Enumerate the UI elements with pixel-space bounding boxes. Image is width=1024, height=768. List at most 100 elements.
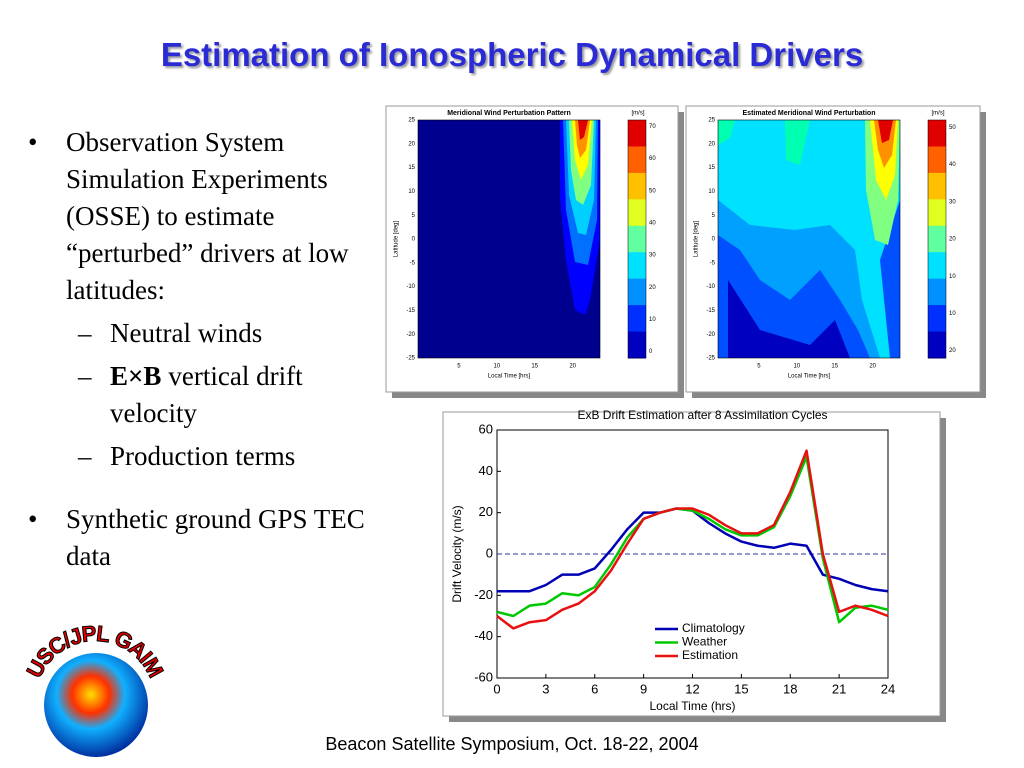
plot-border <box>717 119 901 359</box>
colorbar-segment <box>628 252 646 280</box>
x-tick-label: 9 <box>640 681 647 696</box>
y-tick-label: 0 <box>486 545 493 560</box>
y-tick-label: -15 <box>406 308 415 314</box>
y-tick-label: -20 <box>474 587 493 602</box>
colorbar-tick-label: 30 <box>649 253 656 259</box>
x-tick-label: 20 <box>569 364 576 370</box>
y-tick-label: -20 <box>706 332 715 338</box>
colorbar-segment <box>628 146 646 174</box>
footer: Beacon Satellite Symposium, Oct. 18-22, … <box>325 734 699 754</box>
colorbar-tick-label: 70 <box>649 124 656 130</box>
y-tick-label: 60 <box>479 421 493 436</box>
x-tick-label: 10 <box>493 364 500 370</box>
y-tick-label: 5 <box>712 213 716 219</box>
y-tick-label: 25 <box>408 118 415 124</box>
x-tick-label: 5 <box>457 364 461 370</box>
y-tick-label: 25 <box>708 118 715 124</box>
colorbar-segment <box>628 225 646 253</box>
x-tick-label: 3 <box>542 681 549 696</box>
y-tick-label: -10 <box>406 284 415 290</box>
colorbar-tick-label: 10 <box>949 311 956 317</box>
x-tick-label: 24 <box>881 681 895 696</box>
x-tick-label: 5 <box>757 364 761 370</box>
colorbar-border <box>627 119 647 359</box>
colorbar-segment <box>628 120 646 147</box>
bullet-list: Observation System Simulation Experiment… <box>28 124 373 575</box>
y-axis-label: Drift Velocity (m/s) <box>450 505 464 602</box>
x-axis-label: Local Time [hrs] <box>488 374 531 380</box>
colorbar-tick-label: 20 <box>949 237 956 243</box>
colorbar-tick-label: 10 <box>949 274 956 280</box>
x-tick-label: 21 <box>832 681 846 696</box>
unit-label: [m/s] <box>932 111 945 117</box>
y-tick-label: 15 <box>408 165 415 171</box>
colorbar-tick-label: 0 <box>649 349 653 355</box>
colorbar-border <box>927 119 947 359</box>
colorbar-segment <box>628 305 646 333</box>
contour-field <box>718 120 900 358</box>
chart-title: ExB Drift Estimation after 8 Assimilatio… <box>577 408 827 422</box>
y-tick-label: 40 <box>479 463 493 478</box>
y-tick-label: 5 <box>412 213 416 219</box>
colorbar-segment <box>928 278 946 306</box>
panel-title: Meridional Wind Perturbation Pattern <box>447 110 571 117</box>
x-tick-label: 15 <box>831 364 838 370</box>
panel-title: Estimated Meridional Wind Perturbation <box>743 110 876 117</box>
y-tick-label: -5 <box>410 260 416 266</box>
bullet: Synthetic ground GPS TEC data <box>28 501 373 575</box>
x-tick-label: 15 <box>531 364 538 370</box>
colorbar-segment <box>928 199 946 227</box>
colorbar-tick-label: 10 <box>649 317 656 323</box>
sub-bullet: Neutral winds <box>28 315 373 352</box>
y-tick-label: -5 <box>710 260 716 266</box>
x-axis-label: Local Time [hrs] <box>788 374 831 380</box>
contour-field <box>418 120 600 358</box>
y-tick-label: -25 <box>406 356 415 362</box>
x-tick-label: 18 <box>783 681 797 696</box>
x-tick-label: 15 <box>734 681 748 696</box>
colorbar-segment <box>628 172 646 200</box>
colorbar-tick-label: 30 <box>949 199 956 205</box>
chart-frame <box>442 411 941 717</box>
y-tick-label: -40 <box>474 628 493 643</box>
bold-text: E×B <box>110 361 162 391</box>
y-tick-label: 10 <box>408 189 415 195</box>
colorbar-tick-label: 40 <box>649 220 656 226</box>
y-axis-label: Latitude [deg] <box>694 220 700 257</box>
y-tick-label: -15 <box>706 308 715 314</box>
y-tick-label: 20 <box>479 504 493 519</box>
x-tick-label: 20 <box>869 364 876 370</box>
y-tick-label: 0 <box>712 237 716 243</box>
colorbar-tick-label: 60 <box>649 156 656 162</box>
unit-label: [m/s] <box>632 111 645 117</box>
y-tick-label: 20 <box>408 141 415 147</box>
colorbar-segment <box>928 225 946 253</box>
colorbar-tick-label: 50 <box>649 188 656 194</box>
y-tick-label: -25 <box>706 356 715 362</box>
text: vertical drift velocity <box>110 361 303 428</box>
colorbar-segment <box>628 331 646 359</box>
y-tick-label: 20 <box>708 141 715 147</box>
y-tick-label: 10 <box>708 189 715 195</box>
plot-border <box>417 119 601 359</box>
x-tick-label: 12 <box>685 681 699 696</box>
colorbar-segment <box>928 146 946 174</box>
colorbar-segment <box>928 172 946 200</box>
colorbar-segment <box>628 278 646 306</box>
colorbar-tick-label: 40 <box>949 162 956 168</box>
colorbar-segment <box>628 199 646 227</box>
sub-bullet: Production terms <box>28 438 373 475</box>
y-axis-label: Latitude [deg] <box>394 220 400 257</box>
y-tick-label: 0 <box>412 237 416 243</box>
x-axis-label: Local Time (hrs) <box>649 699 735 713</box>
slide-title: Estimation of Ionospheric Dynamical Driv… <box>160 36 864 73</box>
y-tick-label: -60 <box>474 669 493 684</box>
colorbar-tick-label: 20 <box>649 285 656 291</box>
colorbar-segment <box>928 331 946 359</box>
x-tick-label: 6 <box>591 681 598 696</box>
x-tick-label: 10 <box>793 364 800 370</box>
legend-label: Climatology <box>682 621 745 635</box>
